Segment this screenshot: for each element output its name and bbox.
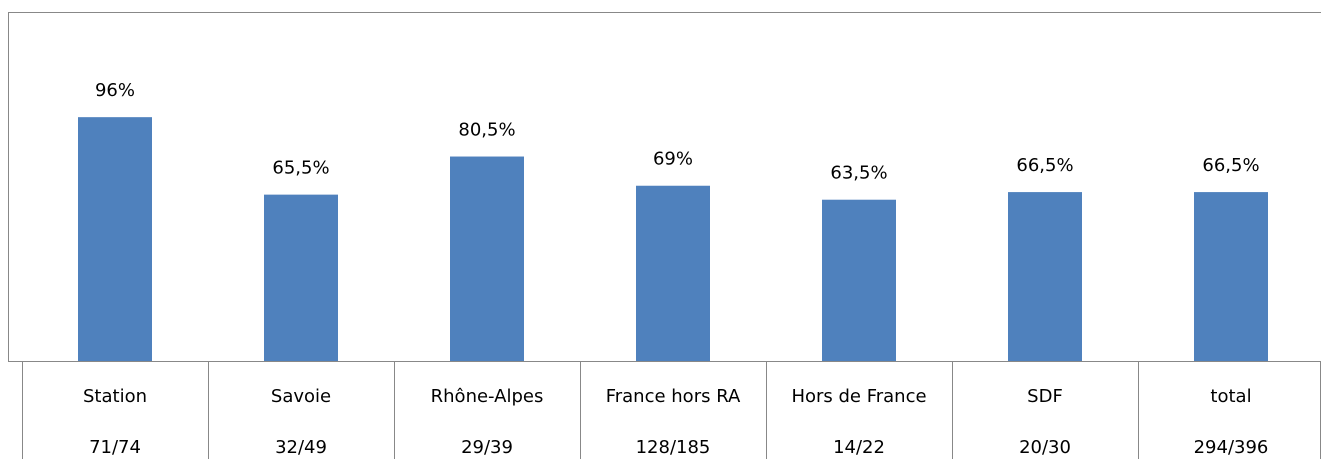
count-label: 128/185 <box>636 437 711 458</box>
category-label: Rhône-Alpes <box>431 386 544 407</box>
count-label: 29/39 <box>461 437 513 458</box>
bar <box>636 185 710 361</box>
data-label: 69% <box>653 149 693 170</box>
count-label: 294/396 <box>1194 437 1269 458</box>
data-label: 96% <box>95 80 135 101</box>
data-label: 65,5% <box>272 158 329 179</box>
data-label: 80,5% <box>458 120 515 141</box>
data-label: 66,5% <box>1202 155 1259 176</box>
category-label: France hors RA <box>606 386 741 407</box>
bar <box>1194 192 1268 361</box>
count-label: 14/22 <box>833 437 885 458</box>
count-label: 32/49 <box>275 437 327 458</box>
count-label: 71/74 <box>89 437 141 458</box>
category-label: Station <box>83 386 147 407</box>
bar <box>78 117 152 361</box>
category-label: Hors de France <box>791 386 926 407</box>
bar <box>1008 192 1082 361</box>
bar <box>264 194 338 361</box>
bar <box>450 156 524 361</box>
category-label: total <box>1210 386 1251 407</box>
data-label: 66,5% <box>1016 155 1073 176</box>
data-label: 63,5% <box>830 163 887 184</box>
category-label: Savoie <box>271 386 331 407</box>
category-label: SDF <box>1027 386 1063 407</box>
count-label: 20/30 <box>1019 437 1071 458</box>
bar <box>822 199 896 361</box>
